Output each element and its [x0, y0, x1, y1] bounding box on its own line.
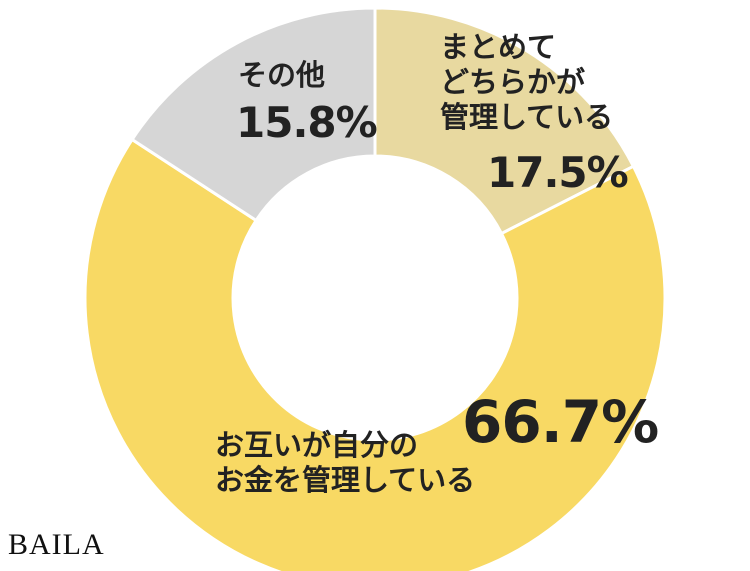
- value-label: 66.7%: [462, 388, 659, 456]
- slice-label: お互いが自分の お金を管理している: [215, 428, 476, 497]
- slice-label: その他: [238, 58, 326, 92]
- donut-slice: [83, 137, 667, 571]
- watermark: BAILA: [8, 528, 105, 561]
- donut-slice: [373, 6, 636, 236]
- donut-slice: [130, 6, 377, 223]
- value-label: 17.5%: [487, 148, 629, 197]
- value-label: 15.8%: [236, 98, 378, 147]
- slice-label: まとめて どちらかが 管理している: [440, 30, 614, 134]
